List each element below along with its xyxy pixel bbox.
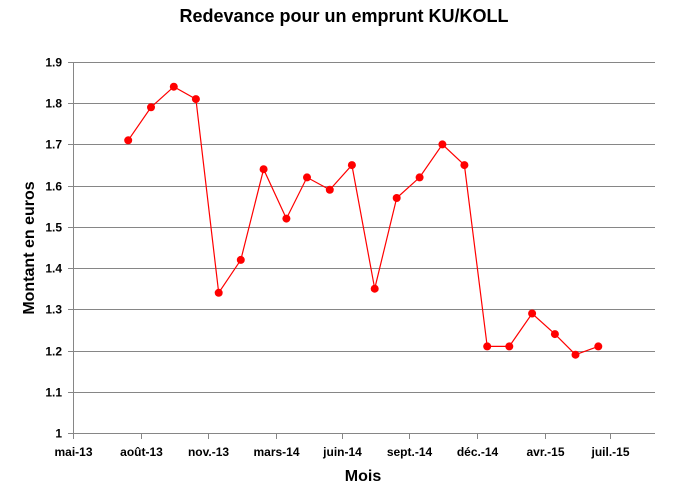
- y-tick-label: 1.8: [45, 97, 62, 111]
- data-point: [147, 103, 155, 112]
- data-point: [169, 82, 178, 91]
- y-tick-label: 1.1: [45, 386, 62, 400]
- x-tick-label: mai-13: [54, 445, 92, 459]
- y-axis-title: Montant en euros: [21, 181, 38, 314]
- data-point: [483, 342, 492, 351]
- data-point: [460, 161, 469, 170]
- data-point: [392, 194, 401, 202]
- x-tick-label: juil.-15: [590, 445, 629, 459]
- data-point: [571, 350, 580, 359]
- y-tick-label: 1.5: [45, 221, 62, 235]
- data-point: [505, 342, 514, 351]
- y-tick-label: 1.7: [45, 138, 62, 152]
- data-point: [370, 284, 379, 293]
- x-tick-label: mars-14: [253, 445, 299, 459]
- series-line: [127, 85, 599, 356]
- data-point: [438, 140, 447, 149]
- series-layer: [124, 82, 603, 359]
- y-tick-label: 1.3: [45, 303, 62, 317]
- data-point: [594, 342, 603, 351]
- tick-labels: 1 1.1 1.2 1.3 1.4 1.5 1.6 1.7 1.8 1.9 mai-13 août-1…: [45, 56, 630, 460]
- data-point: [236, 255, 245, 264]
- x-axis-title: Mois: [345, 468, 382, 485]
- x-tick-label: nov.-13: [188, 445, 229, 459]
- data-point: [303, 173, 311, 182]
- data-point: [415, 173, 424, 182]
- y-tick-label: 1: [55, 427, 62, 441]
- x-tick-label: avr.-15: [526, 445, 564, 459]
- axes: [68, 62, 655, 439]
- data-point: [124, 136, 133, 145]
- y-tick-label: 1.2: [45, 345, 62, 359]
- x-tick-label: sept.-14: [387, 445, 433, 459]
- chart-title: Redevance pour un emprunt KU/KOLL: [179, 6, 509, 26]
- x-tick-label: juin-14: [322, 445, 362, 459]
- data-point: [259, 165, 268, 174]
- y-tick-label: 1.4: [45, 262, 62, 276]
- data-point: [214, 288, 223, 297]
- data-point: [191, 95, 200, 104]
- data-point: [528, 309, 537, 318]
- y-tick-label: 1.6: [45, 180, 62, 194]
- x-tick-label: déc.-14: [457, 445, 499, 459]
- y-tick-label: 1.9: [45, 56, 62, 70]
- data-point: [347, 161, 356, 170]
- data-point: [325, 185, 334, 194]
- data-point: [282, 214, 291, 223]
- data-point: [550, 330, 559, 339]
- x-tick-label: août-13: [120, 445, 163, 459]
